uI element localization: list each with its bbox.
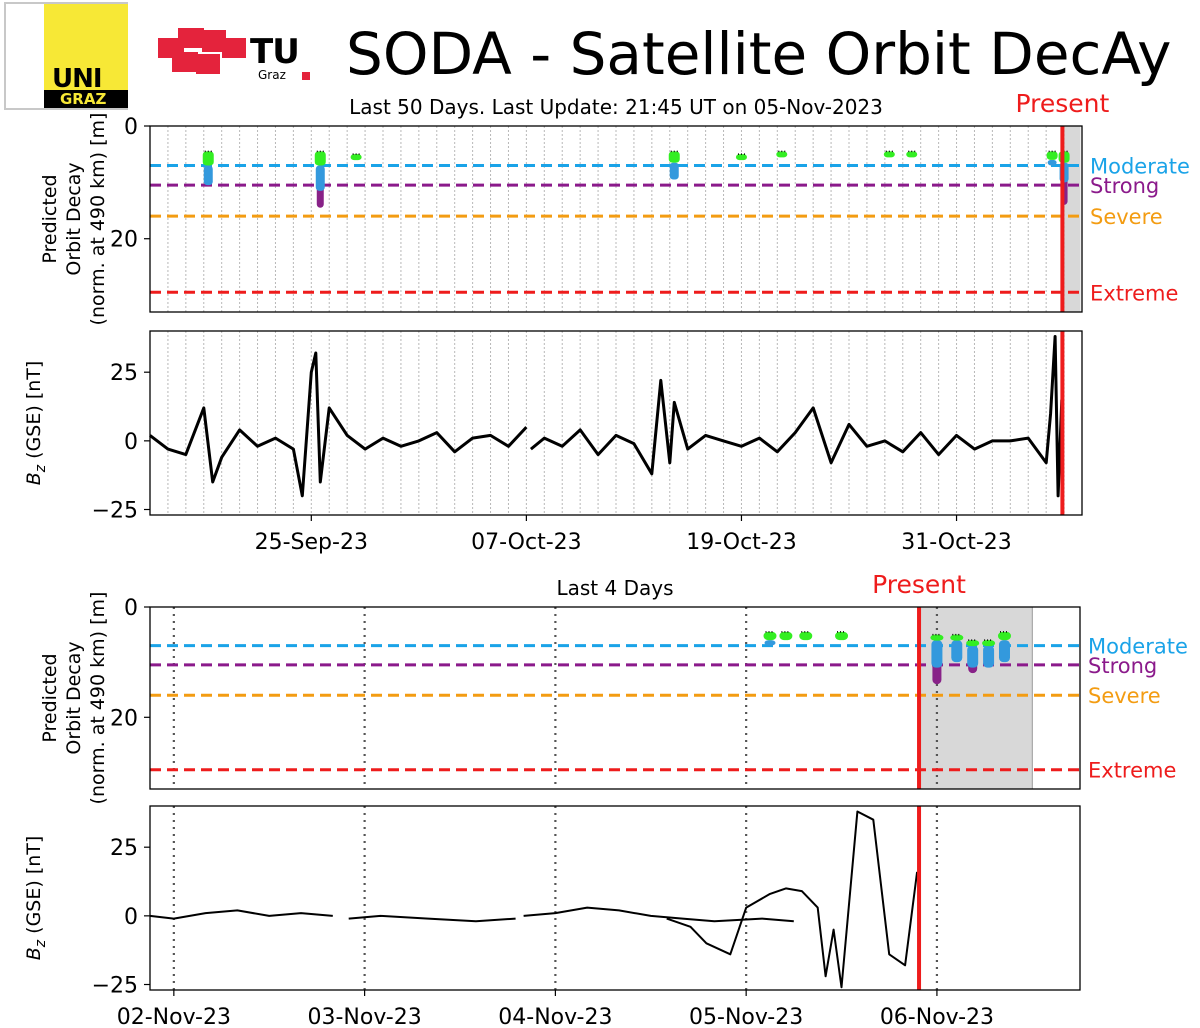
threshold-label-extreme: Extreme bbox=[1090, 281, 1178, 305]
y-axis-label: Orbit Decay bbox=[63, 162, 85, 275]
plot-frame bbox=[149, 805, 1081, 991]
x-tick-label: 07-Oct-23 bbox=[471, 530, 582, 555]
bz-series-line bbox=[529, 335, 1064, 498]
page-title: SODA - Satellite Orbit DecAy bbox=[346, 20, 1172, 88]
x-tick-label: 06-Nov-23 bbox=[880, 1005, 994, 1028]
threshold-label-extreme: Extreme bbox=[1088, 759, 1176, 783]
x-tick-label: 25-Sep-23 bbox=[255, 530, 368, 555]
event-marker-blue bbox=[967, 645, 979, 668]
event-marker-green bbox=[835, 631, 849, 641]
x-tick-label: 19-Oct-23 bbox=[686, 530, 797, 555]
uni-graz-logo-bar bbox=[44, 90, 128, 108]
panel-title: Last 50 Days. Last Update: 21:45 UT on 0… bbox=[349, 95, 883, 119]
y-axis-label: Bz (GSE) [nT] bbox=[23, 836, 49, 961]
y-tick-label: −25 bbox=[92, 499, 138, 524]
x-tick-label: 05-Nov-23 bbox=[689, 1005, 803, 1028]
event-marker-green bbox=[735, 154, 747, 161]
x-tick-label: 04-Nov-23 bbox=[498, 1005, 612, 1028]
y-tick-label: 20 bbox=[110, 706, 138, 731]
plot-frame bbox=[149, 606, 1081, 790]
y-axis-label: Predicted bbox=[39, 174, 61, 263]
tu-graz-logo-mark bbox=[158, 28, 246, 74]
y-tick-label: 25 bbox=[110, 836, 138, 861]
present-label: Present bbox=[1015, 89, 1109, 118]
threshold-label-moderate: Moderate bbox=[1090, 154, 1190, 178]
uni-graz-logo-subtext: GRAZ bbox=[60, 90, 107, 108]
event-marker-green bbox=[930, 634, 944, 641]
event-marker-blue bbox=[998, 640, 1010, 663]
uni-graz-logo: UNI GRAZ bbox=[4, 2, 128, 110]
event-marker-green bbox=[668, 151, 680, 163]
event-marker-green bbox=[779, 631, 793, 641]
event-marker-green bbox=[982, 640, 996, 647]
event-marker-blue bbox=[983, 645, 995, 668]
event-marker-green bbox=[966, 640, 980, 647]
event-marker-blue bbox=[315, 165, 325, 191]
event-marker-green bbox=[776, 151, 788, 158]
threshold-label-severe: Severe bbox=[1088, 684, 1161, 708]
bz-series-line bbox=[348, 914, 516, 923]
event-marker-blue bbox=[931, 640, 943, 668]
plot-frame bbox=[149, 330, 1083, 516]
y-tick-label: 20 bbox=[110, 228, 138, 253]
threshold-label-moderate: Moderate bbox=[1088, 635, 1188, 659]
tu-graz-logo: TU Graz bbox=[158, 26, 318, 86]
event-marker-green bbox=[314, 151, 326, 166]
event-marker-green bbox=[350, 154, 362, 161]
panel-title: Last 4 Days bbox=[556, 576, 673, 600]
event-marker-green bbox=[883, 151, 895, 158]
bz-series-line bbox=[149, 351, 528, 498]
event-marker-blue bbox=[1047, 159, 1057, 166]
uni-graz-logo-text: UNI bbox=[52, 64, 103, 94]
x-tick-label: 03-Nov-23 bbox=[308, 1005, 422, 1028]
event-marker-green bbox=[1046, 151, 1058, 160]
plot-frame bbox=[149, 125, 1083, 313]
threshold-label-strong: Strong bbox=[1088, 654, 1157, 678]
event-marker-green bbox=[202, 151, 214, 166]
y-tick-label: 0 bbox=[124, 430, 138, 455]
tu-graz-logo-dot bbox=[302, 72, 310, 80]
x-tick-label: 31-Oct-23 bbox=[901, 530, 1012, 555]
tu-graz-logo-subtext: Graz bbox=[258, 68, 286, 82]
y-axis-label: Predicted bbox=[39, 653, 61, 742]
event-marker-blue bbox=[669, 162, 679, 180]
bz-series-line bbox=[149, 909, 333, 920]
x-tick-label: 02-Nov-23 bbox=[117, 1005, 231, 1028]
y-tick-label: 25 bbox=[110, 361, 138, 386]
y-tick-label: −25 bbox=[92, 974, 138, 999]
threshold-label-severe: Severe bbox=[1090, 205, 1163, 229]
y-tick-label: 0 bbox=[124, 596, 138, 621]
y-axis-label: Bz (GSE) [nT] bbox=[23, 361, 49, 486]
y-axis-label: Orbit Decay bbox=[63, 641, 85, 754]
event-marker-green bbox=[799, 631, 813, 641]
present-label: Present bbox=[872, 570, 966, 599]
threshold-label-strong: Strong bbox=[1090, 174, 1159, 198]
tu-graz-logo-text: TU bbox=[250, 32, 300, 72]
event-marker-blue bbox=[764, 640, 776, 646]
y-axis-label: (norm. at 490 km) [m] bbox=[87, 592, 109, 805]
event-marker-green bbox=[950, 634, 964, 641]
y-tick-label: 0 bbox=[124, 115, 138, 140]
event-marker-green bbox=[997, 631, 1011, 641]
bz-series-line bbox=[666, 810, 919, 989]
event-marker-blue bbox=[203, 165, 213, 186]
y-axis-label: (norm. at 490 km) [m] bbox=[87, 113, 109, 326]
event-marker-green bbox=[906, 151, 918, 158]
y-tick-label: 0 bbox=[124, 905, 138, 930]
event-marker-green bbox=[763, 631, 777, 641]
bz-series-line bbox=[523, 906, 794, 923]
event-marker-blue bbox=[951, 640, 963, 663]
